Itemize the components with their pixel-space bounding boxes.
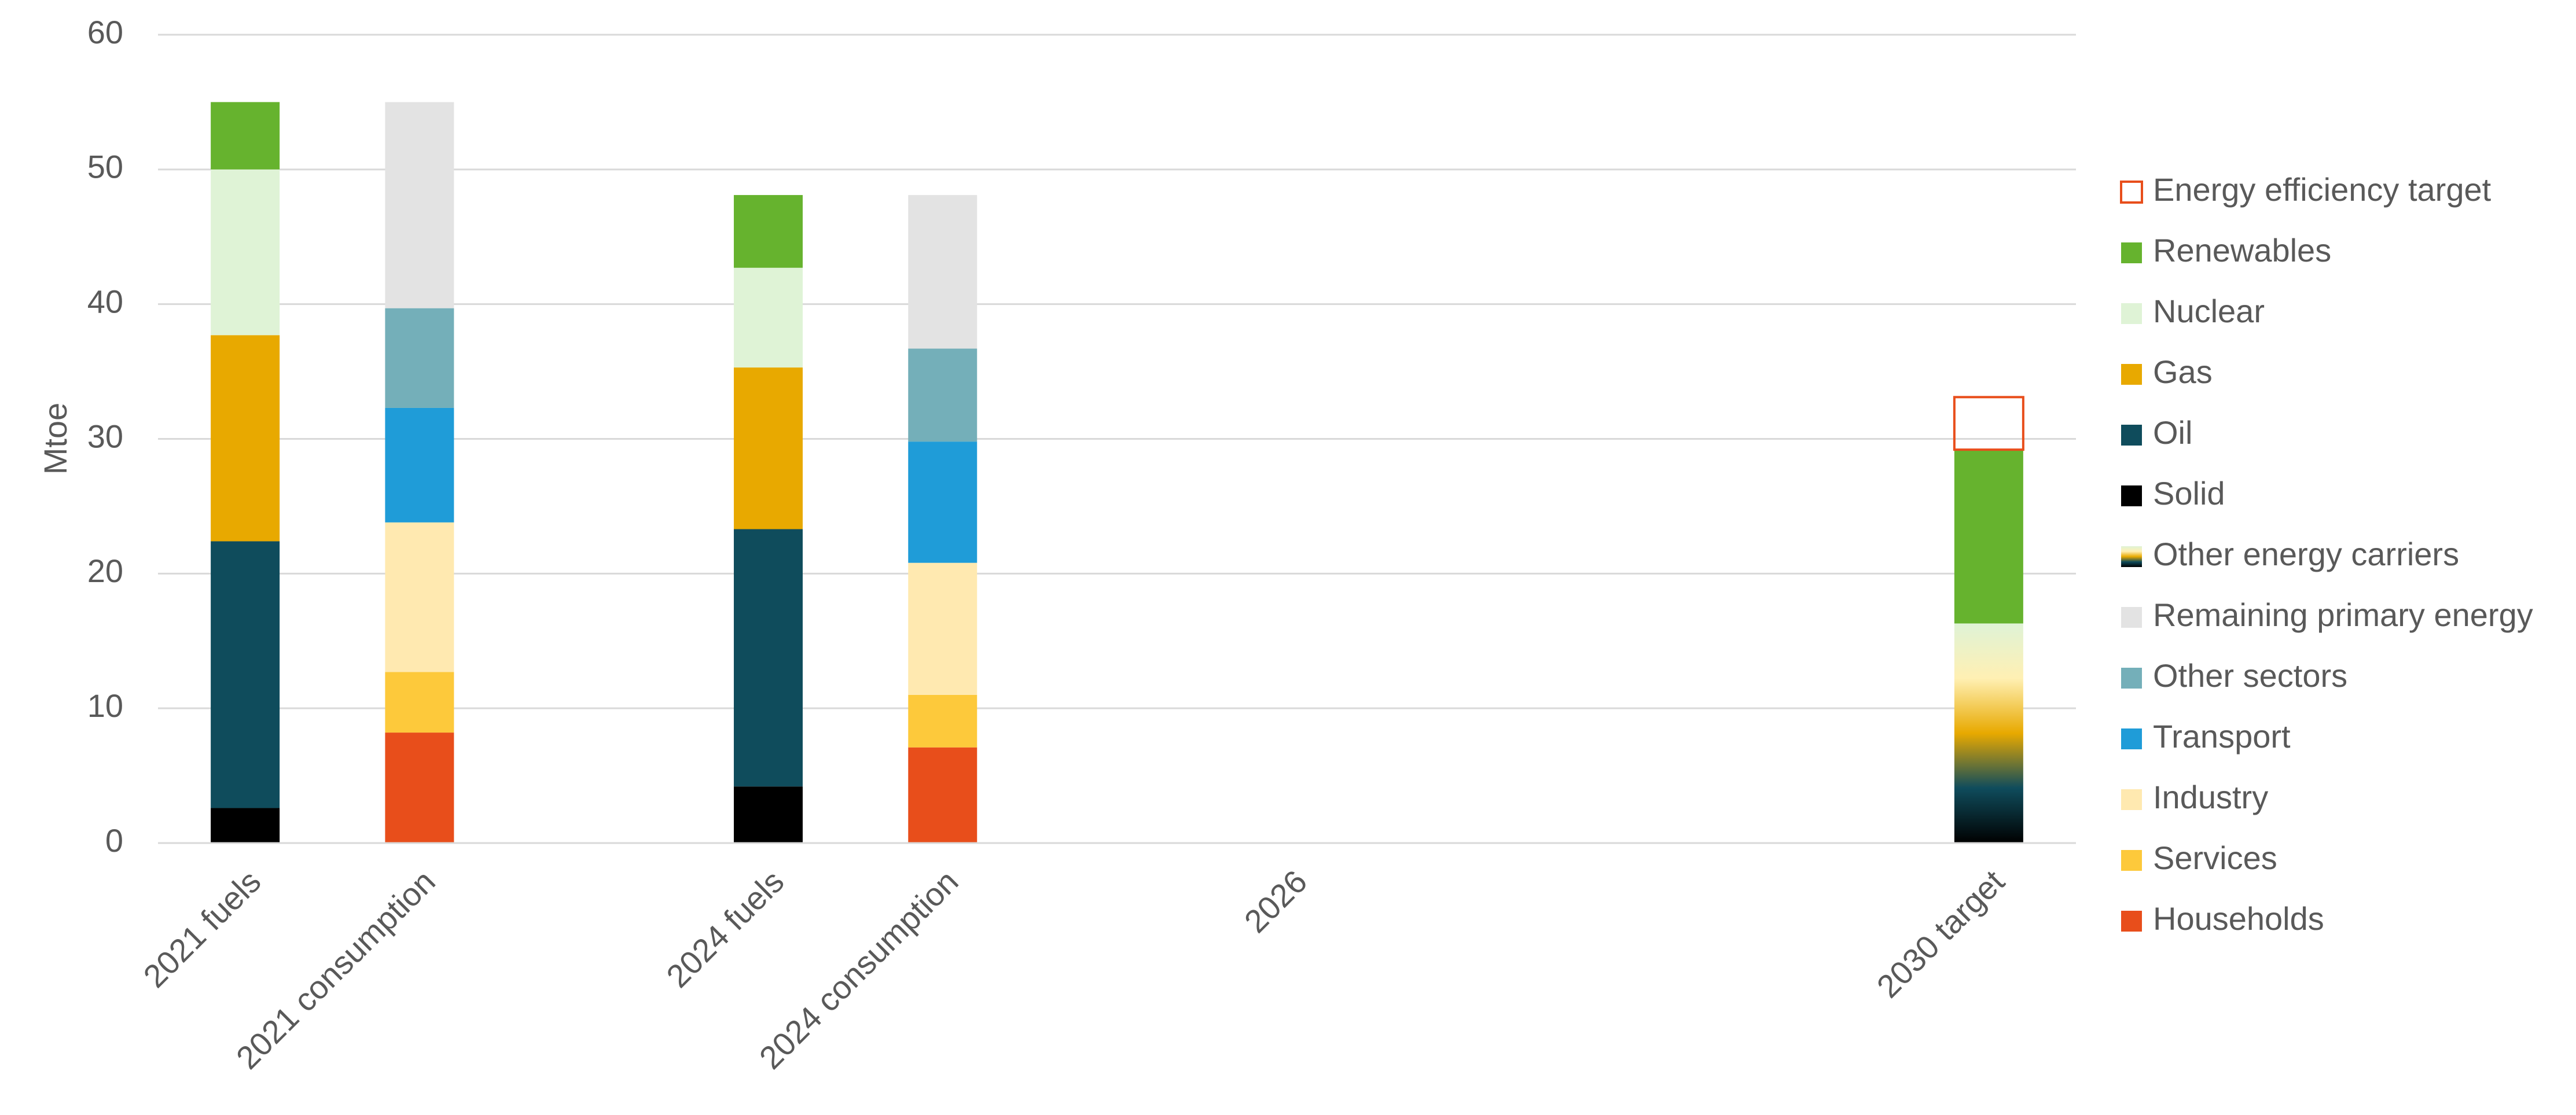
- bar-segment: [733, 195, 803, 268]
- bar-segment: [1954, 450, 2023, 624]
- y-tick-label: 40: [87, 283, 123, 319]
- bar-segment: [908, 348, 978, 442]
- legend-swatch: [2120, 181, 2143, 204]
- y-tick-label: 30: [87, 418, 123, 454]
- legend-label: Households: [2153, 900, 2324, 937]
- bar-segment: [908, 694, 978, 748]
- x-tick-label: 2030 target: [1869, 863, 2011, 1004]
- bar-segment: [385, 672, 454, 733]
- legend-swatch: [2121, 242, 2142, 263]
- bar-segment: [733, 267, 803, 368]
- y-tick-label: 50: [87, 149, 123, 185]
- bar-segment: [908, 747, 978, 843]
- y-tick-label: 0: [105, 822, 123, 859]
- y-axis-label: Mtoe: [37, 403, 74, 475]
- legend-label: Gas: [2153, 354, 2213, 390]
- bar-segment: [908, 195, 978, 349]
- legend-label: Oil: [2153, 414, 2192, 451]
- bar-segment: [733, 367, 803, 529]
- legend-swatch: [2121, 728, 2142, 749]
- y-tick-label: 60: [87, 14, 123, 50]
- bar-segment: [908, 562, 978, 695]
- y-tick-label: 20: [87, 553, 123, 589]
- bar-segment: [385, 733, 454, 843]
- bar-segment: [908, 441, 978, 563]
- bar-segment: [385, 522, 454, 672]
- bar-segment: [1953, 396, 2024, 451]
- y-tick-label: 10: [87, 687, 123, 724]
- legend-swatch: [2121, 607, 2142, 628]
- bar-segment: [733, 529, 803, 787]
- bar-segment: [385, 102, 454, 308]
- legend-label: Remaining primary energy: [2153, 597, 2533, 633]
- legend-label: Other energy carriers: [2153, 536, 2459, 572]
- x-tick-label: 2021 fuels: [136, 863, 267, 994]
- legend-swatch: [2121, 789, 2142, 810]
- legend-label: Transport: [2153, 718, 2291, 755]
- legend-label: Energy efficiency target: [2153, 171, 2492, 208]
- legend-label: Services: [2153, 840, 2277, 876]
- legend-swatch: [2121, 425, 2142, 446]
- x-tick-label: 2024 fuels: [659, 863, 791, 994]
- legend-swatch: [2121, 546, 2142, 567]
- bar-segment: [211, 335, 280, 542]
- bar-segment: [211, 808, 280, 843]
- legend-swatch: [2121, 850, 2142, 871]
- x-tick-label: 2026: [1237, 863, 1314, 940]
- legend-label: Renewables: [2153, 232, 2331, 268]
- bar-segment: [211, 102, 280, 170]
- legend-swatch: [2121, 485, 2142, 506]
- bar-segment: [733, 786, 803, 843]
- bar-segment: [211, 169, 280, 336]
- legend-label: Nuclear: [2153, 293, 2265, 329]
- bar-segment: [385, 308, 454, 408]
- bar-segment: [1954, 623, 2023, 843]
- bar-segment: [211, 541, 280, 808]
- legend-label: Industry: [2153, 779, 2268, 815]
- legend-swatch: [2121, 303, 2142, 324]
- legend-swatch: [2121, 668, 2142, 689]
- legend-swatch: [2121, 911, 2142, 932]
- legend-swatch: [2121, 364, 2142, 385]
- legend-label: Solid: [2153, 475, 2225, 511]
- legend-label: Other sectors: [2153, 657, 2347, 694]
- bar-segment: [385, 407, 454, 522]
